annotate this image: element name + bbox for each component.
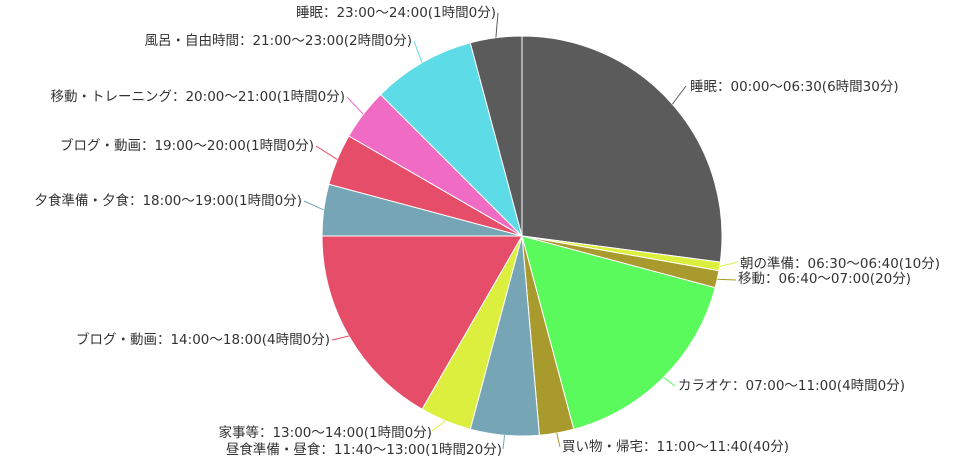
- slice-label: 家事等：13:00～14:00(1時間0分): [218, 424, 432, 441]
- slice-label: 移動・トレーニング：20:00～21:00(1時間0分): [50, 89, 345, 105]
- slice-label: 買い物・帰宅：11:00～11:40(40分): [562, 438, 789, 455]
- slice-label: 睡眠：00:00～06:30(6時間30分): [690, 79, 899, 95]
- leader-line: [315, 145, 338, 160]
- pie-slice: [521, 235, 716, 430]
- leader-line: [346, 96, 364, 115]
- leader-line: [502, 435, 506, 450]
- leader-line: [303, 200, 324, 211]
- label-leader-lines: [303, 12, 739, 450]
- pie-slice: [379, 42, 523, 238]
- pie-slice: [469, 35, 523, 237]
- pie-slices: [321, 35, 723, 437]
- slice-labels: 睡眠：00:00～06:30(6時間30分) 朝の準備：06:30～06:40(1…: [34, 5, 940, 458]
- slice-label: 昼食準備・昼食：11:40～13:00(1時間20分): [226, 441, 502, 458]
- leader-line: [495, 12, 499, 38]
- slice-label: 風呂・自由時間：21:00～23:00(2時間0分): [144, 33, 412, 49]
- pie-slice: [521, 35, 723, 263]
- slice-label: ブログ・動画：19:00～20:00(1時間0分): [60, 137, 314, 154]
- slice-label: カラオケ：07:00～11:00(4時間0分): [678, 378, 905, 394]
- leader-line: [717, 278, 737, 281]
- leader-line: [671, 85, 687, 105]
- slice-label: 移動：06:40～07:00(20分): [738, 271, 911, 287]
- slice-label: ブログ・動画：14:00～18:00(4時間0分): [76, 331, 330, 348]
- slice-label: 睡眠：23:00～24:00(1時間0分): [296, 5, 496, 21]
- leader-line: [331, 335, 349, 341]
- slice-label: 夕食準備・夕食：18:00～19:00(1時間0分): [34, 192, 302, 209]
- leader-line: [413, 40, 423, 63]
- leader-line: [719, 261, 739, 267]
- pie-slice: [321, 235, 523, 410]
- leader-line: [556, 432, 561, 448]
- slice-label: 朝の準備：06:30～06:40(10分): [740, 256, 940, 272]
- leader-line: [663, 377, 676, 387]
- leader-line: [431, 420, 446, 432]
